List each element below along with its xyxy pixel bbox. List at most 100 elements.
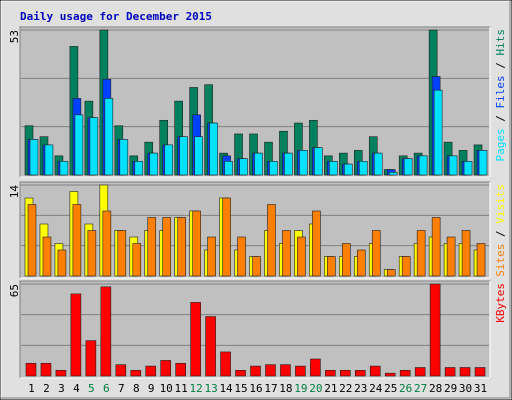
legend: Pages / Files / Hits <box>494 29 507 162</box>
legend: Sites / Visits <box>494 184 507 277</box>
bar <box>297 236 306 277</box>
bar <box>87 230 97 277</box>
bar <box>254 152 263 176</box>
bar <box>399 370 411 377</box>
x-tick-label: 28 <box>429 382 442 395</box>
x-tick-label: 29 <box>444 382 457 395</box>
bar <box>85 340 97 377</box>
bar <box>70 293 82 377</box>
bar <box>295 365 306 377</box>
x-tick-label: 14 <box>219 382 233 395</box>
x-tick-label: 15 <box>234 382 247 395</box>
bar <box>312 210 321 277</box>
bar <box>162 217 172 277</box>
bar <box>192 210 201 277</box>
bar <box>416 230 426 277</box>
bar <box>384 372 396 377</box>
bar <box>329 161 338 176</box>
legend-entry: KBytes <box>494 283 507 323</box>
bar <box>358 161 368 176</box>
x-tick-label: 25 <box>384 382 397 395</box>
bar <box>354 370 366 377</box>
bar <box>102 210 112 277</box>
panel <box>19 280 491 379</box>
bar <box>89 117 99 176</box>
bar <box>310 358 321 377</box>
bar <box>132 243 142 277</box>
x-tick-label: 13 <box>204 382 217 395</box>
bar <box>222 197 231 277</box>
bar <box>371 230 381 277</box>
bar <box>237 236 246 277</box>
x-tick-label: 31 <box>474 382 487 395</box>
bar <box>194 136 203 176</box>
legend-entry: Hits <box>494 29 507 56</box>
x-tick-label: 7 <box>118 382 125 395</box>
bar <box>205 316 216 377</box>
bar <box>207 236 216 277</box>
legend-entry: Pages <box>494 128 507 161</box>
bar <box>55 370 67 377</box>
bar <box>145 365 157 377</box>
bar <box>164 144 174 176</box>
bar <box>250 365 261 377</box>
x-tick-label: 1 <box>28 382 35 395</box>
x-tick-label: 6 <box>103 382 110 395</box>
bar <box>369 365 381 377</box>
bar <box>284 152 293 176</box>
bar <box>160 360 172 377</box>
y-tick-label: 53 <box>8 30 21 43</box>
bar <box>327 256 336 277</box>
bar <box>282 230 291 277</box>
bar <box>252 256 261 277</box>
x-tick-label: 27 <box>414 382 427 395</box>
bar <box>446 236 456 277</box>
bar <box>149 152 159 176</box>
bar <box>388 171 398 176</box>
x-tick-label: 19 <box>294 382 307 395</box>
bar <box>134 161 144 176</box>
bar <box>179 136 188 176</box>
bar <box>220 351 231 377</box>
bar <box>42 236 52 277</box>
bar <box>147 217 157 277</box>
bar <box>386 269 396 277</box>
bar <box>40 362 52 377</box>
bar <box>190 302 201 377</box>
bar <box>414 367 426 377</box>
bar <box>444 367 456 377</box>
x-tick-label: 4 <box>73 382 80 395</box>
legend-entry: Visits <box>494 184 507 224</box>
x-tick-label: 23 <box>354 382 367 395</box>
bar <box>57 249 67 277</box>
bar <box>342 243 351 277</box>
bar <box>72 204 82 277</box>
x-tick-label: 3 <box>58 382 65 395</box>
bar <box>478 150 488 176</box>
legend-separator: / <box>494 109 507 129</box>
x-tick-label: 5 <box>88 382 95 395</box>
bar <box>340 370 351 377</box>
x-tick-label: 20 <box>309 382 322 395</box>
bar <box>239 158 248 176</box>
bar <box>224 161 233 176</box>
x-tick-label: 2 <box>43 382 50 395</box>
bar <box>267 204 276 277</box>
bar <box>177 217 186 277</box>
bar <box>373 152 383 176</box>
bar <box>209 122 218 176</box>
bar <box>100 286 112 377</box>
bar <box>474 367 486 377</box>
bar <box>431 217 441 277</box>
bar <box>27 204 37 277</box>
bar <box>25 362 37 377</box>
legend-separator: / <box>494 56 507 76</box>
bar <box>280 364 291 377</box>
x-tick-label: 18 <box>279 382 292 395</box>
bar <box>299 150 308 176</box>
bar <box>418 155 428 176</box>
bar <box>104 98 114 176</box>
bar <box>325 370 336 377</box>
